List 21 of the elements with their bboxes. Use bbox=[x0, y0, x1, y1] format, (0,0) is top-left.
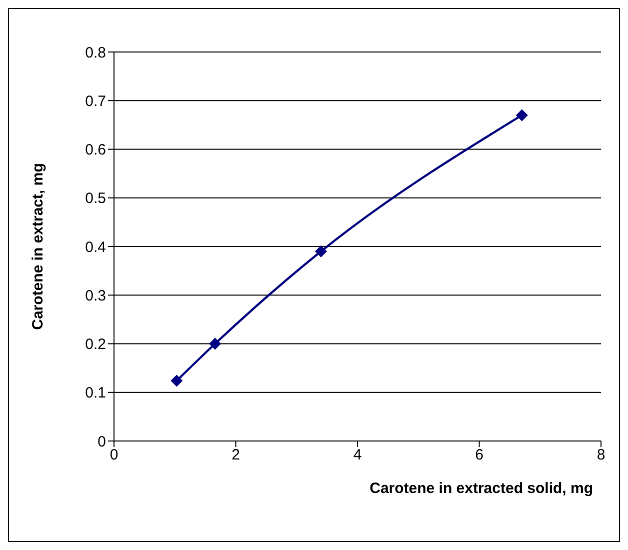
x-axis-title: Carotene in extracted solid, mg bbox=[370, 480, 593, 497]
point bbox=[516, 109, 528, 122]
x-tick-label: 6 bbox=[475, 446, 484, 464]
y-axis-title: Carotene in extract, mg bbox=[29, 163, 46, 330]
y-tick-label: 0.4 bbox=[85, 238, 106, 256]
y-tick-label: 0.7 bbox=[85, 92, 106, 110]
point bbox=[170, 374, 183, 387]
y-tick-label: 0.2 bbox=[85, 336, 106, 354]
x-tick-label: 8 bbox=[596, 446, 606, 464]
y-tick-label: 0.8 bbox=[85, 44, 106, 62]
x-tick-label: 2 bbox=[232, 446, 240, 464]
point bbox=[209, 338, 222, 350]
x-tick-label: 4 bbox=[353, 446, 362, 464]
y-tick-label: 0.6 bbox=[85, 142, 106, 159]
y-tick-label: 0 bbox=[98, 433, 106, 450]
x-tick-label: 0 bbox=[110, 446, 118, 464]
y-tick-label: 0.1 bbox=[85, 384, 106, 402]
point bbox=[314, 245, 327, 258]
y-tick-label: 0.3 bbox=[85, 287, 106, 304]
y-tick-label: 0.5 bbox=[85, 190, 106, 208]
chart-frame: 0 2 4 6 8 Carotene in extracted solid, mg 0 0.1 0.2 0.3 0.4 0.5 0.6 0.7 0.8 Carotene in extract, mg bbox=[8, 8, 620, 542]
